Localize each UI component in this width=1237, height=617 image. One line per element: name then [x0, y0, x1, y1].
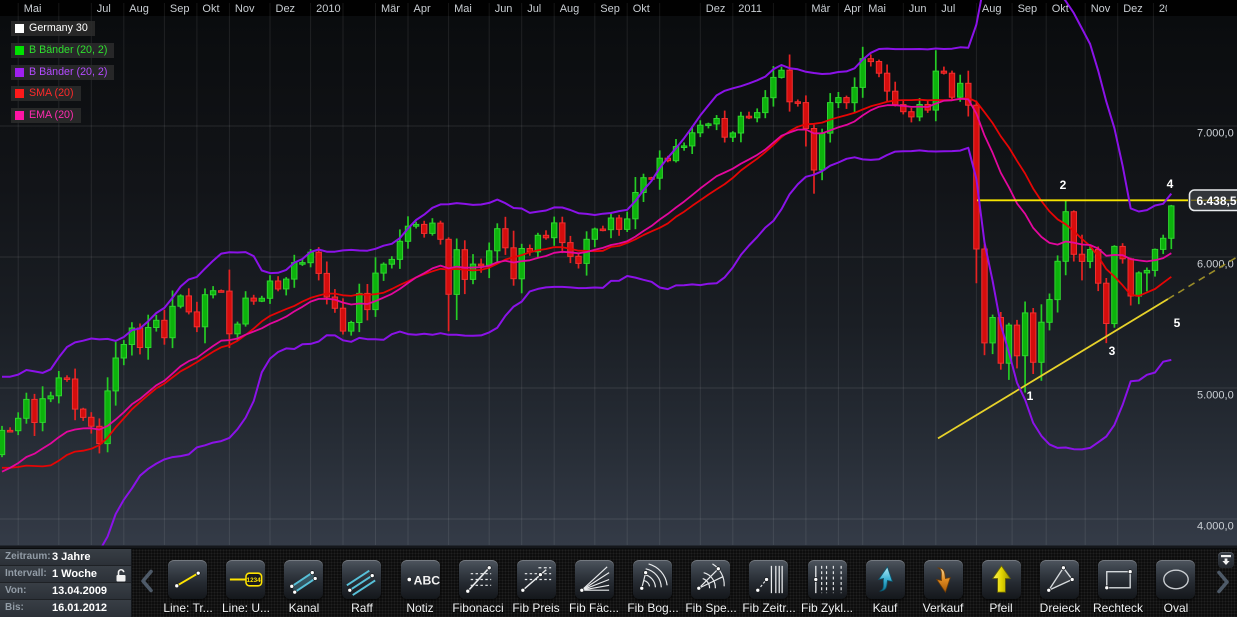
svg-text:Jun: Jun [495, 3, 513, 15]
svg-text:Dez: Dez [706, 3, 726, 15]
svg-text:Aug: Aug [560, 3, 580, 15]
svg-text:Sep: Sep [1018, 3, 1038, 15]
svg-text:6.438,5: 6.438,5 [1197, 194, 1237, 208]
svg-text:Mär: Mär [381, 3, 400, 15]
svg-text:7.000,0: 7.000,0 [1197, 128, 1234, 140]
svg-text:Nov: Nov [235, 3, 255, 15]
svg-text:Jul: Jul [97, 3, 111, 15]
svg-text:Okt: Okt [1052, 3, 1069, 15]
svg-text:Sep: Sep [600, 3, 620, 15]
svg-text:Okt: Okt [202, 3, 219, 15]
svg-text:5.000,0: 5.000,0 [1197, 390, 1234, 402]
svg-text:5: 5 [1174, 316, 1181, 330]
svg-text:Dez: Dez [276, 3, 296, 15]
svg-text:4: 4 [1167, 177, 1174, 191]
svg-text:6.000,0: 6.000,0 [1197, 259, 1234, 271]
svg-text:Jul: Jul [941, 3, 955, 15]
svg-text:Dez: Dez [1123, 3, 1143, 15]
svg-text:Mai: Mai [24, 3, 42, 15]
svg-text:3: 3 [1109, 344, 1116, 358]
svg-text:Apr: Apr [414, 3, 431, 15]
svg-text:Mai: Mai [454, 3, 472, 15]
svg-text:Jul: Jul [527, 3, 541, 15]
svg-text:Jun: Jun [909, 3, 927, 15]
svg-text:1234: 1234 [247, 577, 262, 584]
svg-text:2010: 2010 [316, 3, 340, 15]
svg-text:1: 1 [1027, 389, 1034, 403]
svg-text:Aug: Aug [982, 3, 1002, 15]
svg-text:Mär: Mär [811, 3, 830, 15]
svg-text:2011: 2011 [738, 3, 762, 15]
svg-text:2: 2 [1060, 178, 1067, 192]
svg-text:Nov: Nov [1091, 3, 1111, 15]
svg-text:Sep: Sep [170, 3, 190, 15]
svg-text:Mai: Mai [868, 3, 886, 15]
svg-text:ABC: ABC [414, 573, 440, 587]
svg-text:Okt: Okt [633, 3, 650, 15]
svg-text:4.000,0: 4.000,0 [1197, 521, 1234, 533]
svg-text:Aug: Aug [129, 3, 149, 15]
svg-text:2012: 2012 [1159, 3, 1183, 15]
svg-text:Apr: Apr [844, 3, 861, 15]
